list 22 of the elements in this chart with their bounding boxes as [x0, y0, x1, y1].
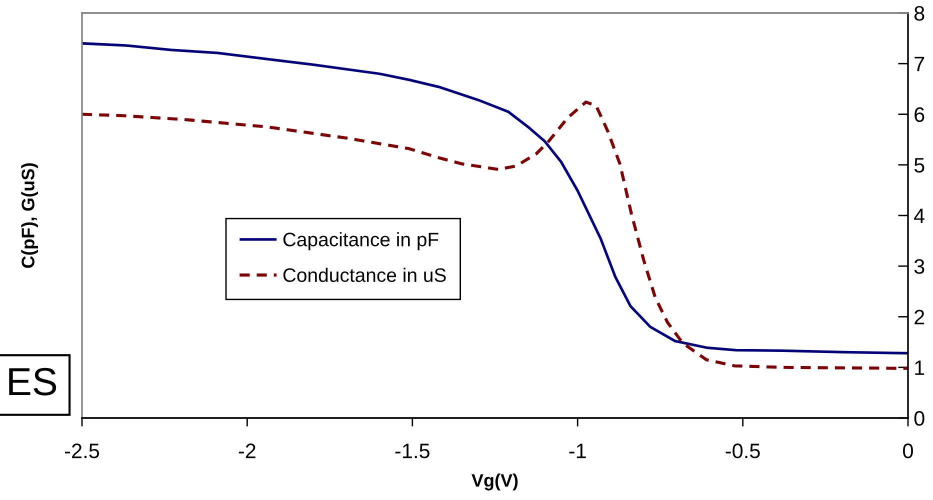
- x-tick-label: -2: [238, 444, 256, 458]
- x-tick-label: -2.5: [64, 444, 100, 458]
- text: ES: [9, 368, 56, 396]
- line-series: [82, 100, 908, 370]
- x-axis-title: Vg(V): [472, 474, 518, 490]
- y-tick-label: 0: [914, 411, 924, 426]
- x-tick-label: 0: [903, 444, 913, 458]
- y-tick-label: 7: [914, 56, 924, 72]
- y-tick-label: 2: [914, 310, 924, 324]
- y-tick-label: 6: [914, 107, 924, 122]
- x-tick-label: -1: [569, 444, 586, 458]
- legend-label: Capacitance in pF: [283, 232, 438, 250]
- legend-label: Conductance in uS: [283, 268, 446, 282]
- x-tick-label: -0.5: [726, 444, 760, 458]
- line-series: [82, 42, 908, 355]
- y-tick-label: 1: [915, 360, 924, 375]
- y-tick-label: 3: [914, 259, 924, 274]
- y-tick-label: 8: [914, 6, 924, 21]
- x-tick-label: -1.5: [395, 444, 430, 458]
- y-tick-label: 4: [914, 208, 925, 224]
- y-axis-title: C(pF), G(uS): [21, 163, 38, 268]
- y-tick-label: 5: [914, 158, 924, 173]
